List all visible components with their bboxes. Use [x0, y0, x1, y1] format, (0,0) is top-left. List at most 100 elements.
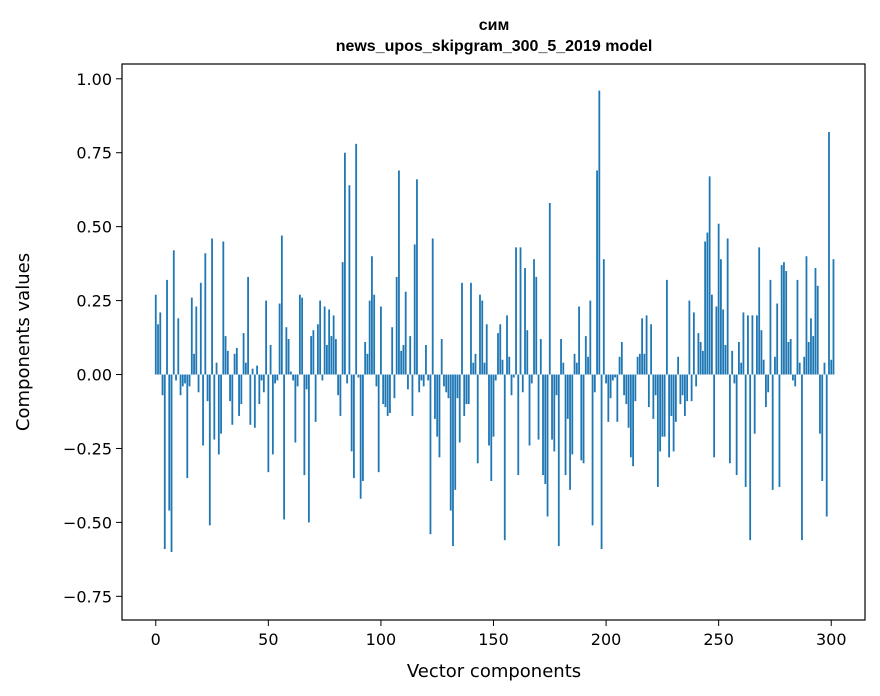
x-tick-label: 50 — [258, 630, 278, 649]
bar-196 — [596, 170, 598, 375]
bar-9 — [175, 374, 177, 381]
bar-273 — [769, 279, 772, 375]
bar-217 — [643, 353, 646, 375]
bar-54 — [276, 374, 279, 381]
bar-20 — [199, 282, 202, 375]
bar-136 — [461, 282, 463, 375]
bar-138 — [465, 374, 468, 405]
bar-204 — [614, 374, 616, 378]
bar-6 — [168, 374, 171, 511]
bar-166 — [528, 374, 531, 446]
bar-114 — [411, 374, 414, 416]
bar-39 — [242, 333, 245, 375]
bar-213 — [634, 374, 637, 402]
bar-57 — [283, 374, 286, 520]
bar-181 — [562, 362, 565, 375]
bar-35 — [233, 353, 236, 375]
bar-60 — [289, 371, 292, 375]
bar-228 — [668, 374, 671, 458]
bar-256 — [731, 350, 734, 375]
bar-12 — [181, 374, 184, 387]
bar-72 — [316, 324, 319, 375]
bar-87 — [350, 374, 353, 452]
bar-160 — [515, 247, 517, 375]
bar-233 — [679, 374, 682, 405]
bar-76 — [325, 344, 328, 375]
bar-224 — [659, 374, 662, 452]
bar-103 — [386, 374, 389, 416]
bar-239 — [692, 312, 695, 375]
bar-229 — [670, 374, 673, 416]
y-tick-label: −0.75 — [63, 587, 112, 606]
bar-245 — [706, 232, 709, 375]
bar-112 — [407, 374, 409, 390]
bar-227 — [665, 279, 668, 375]
bar-80 — [334, 339, 337, 375]
bar-66 — [303, 374, 306, 476]
bar-111 — [404, 291, 407, 375]
bar-236 — [686, 374, 689, 402]
bar-50 — [267, 374, 270, 473]
bar-209 — [625, 374, 628, 405]
bar-248 — [713, 374, 716, 458]
y-axis-ticks: −0.75 −0.50 −0.25 0.00 0.25 0.50 0.75 1.00 — [63, 70, 122, 606]
bar-3 — [161, 374, 164, 396]
bar-203 — [611, 374, 614, 381]
bar-84 — [344, 152, 346, 375]
bar-19 — [197, 374, 200, 393]
bar-218 — [645, 315, 648, 375]
bar-101 — [382, 374, 385, 405]
bar-158 — [510, 374, 513, 396]
bar-22 — [204, 253, 207, 375]
bar-271 — [765, 374, 767, 408]
bar-293 — [814, 268, 817, 375]
bar-32 — [226, 350, 229, 375]
bar-157 — [508, 356, 511, 375]
bar-97 — [373, 294, 376, 375]
bar-75 — [323, 306, 326, 375]
bar-126 — [438, 374, 441, 458]
bar-212 — [632, 374, 634, 467]
bar-276 — [776, 303, 779, 375]
bar-18 — [195, 306, 198, 375]
bar-257 — [733, 374, 736, 384]
bar-0 — [154, 294, 157, 375]
bar-23 — [206, 374, 209, 402]
bar-247 — [711, 294, 713, 375]
bar-15 — [188, 374, 191, 387]
y-tick-label: 1.00 — [76, 70, 112, 89]
x-tick-label: 300 — [816, 630, 847, 649]
bar-254 — [726, 238, 729, 375]
bar-31 — [224, 336, 227, 375]
bar-275 — [774, 356, 776, 375]
bar-192 — [587, 356, 589, 375]
bar-261 — [742, 312, 745, 375]
bar-42 — [249, 374, 252, 425]
bar-283 — [792, 374, 794, 381]
bar-113 — [409, 336, 412, 375]
bar-198 — [600, 374, 603, 550]
bar-148 — [488, 374, 490, 446]
bar-132 — [452, 374, 454, 547]
bar-301 — [832, 259, 835, 375]
bar-265 — [751, 315, 754, 375]
bar-197 — [598, 90, 601, 375]
bar-52 — [271, 374, 274, 455]
x-tick-label: 250 — [703, 630, 734, 649]
y-tick-label: 0.00 — [76, 366, 112, 385]
bar-59 — [287, 339, 290, 375]
bar-119 — [422, 374, 425, 387]
bar-63 — [296, 374, 299, 387]
y-axis-label: Components values — [13, 253, 34, 431]
bar-167 — [530, 374, 533, 384]
bar-116 — [416, 179, 418, 375]
bar-79 — [332, 315, 335, 375]
bar-51 — [269, 344, 272, 375]
bar-146 — [483, 362, 486, 375]
bar-127 — [440, 339, 443, 375]
bar-262 — [744, 374, 747, 487]
bar-246 — [708, 176, 711, 375]
bar-186 — [573, 353, 576, 375]
bar-250 — [717, 223, 720, 375]
